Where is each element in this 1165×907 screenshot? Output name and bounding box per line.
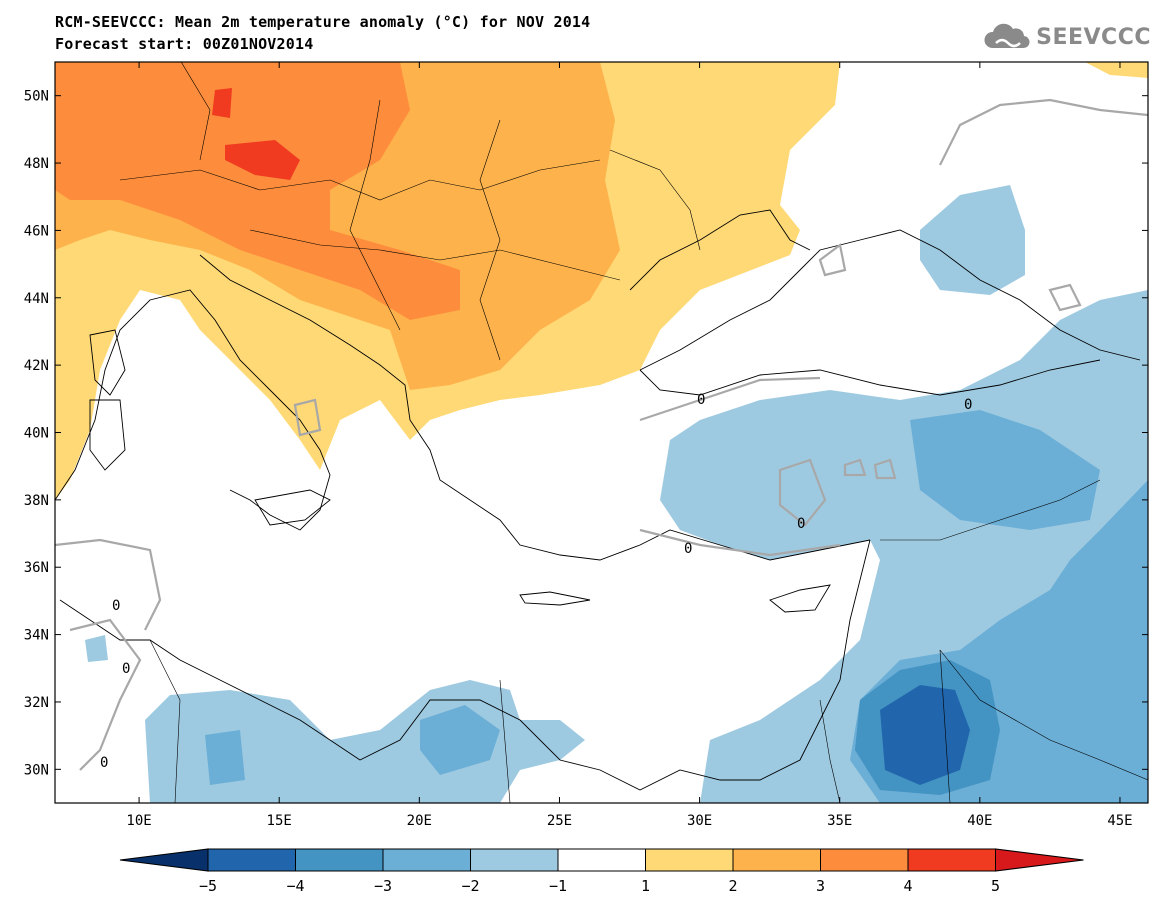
colorbar-swatch — [295, 848, 384, 872]
colorbar-swatch — [207, 848, 296, 872]
cloud-icon — [984, 23, 1030, 49]
anomaly-minus2-region-anatolia — [910, 410, 1100, 530]
colorbar-label: 4 — [903, 877, 912, 895]
map-area: 0 0 0 0 0 0 0 — [55, 62, 1148, 803]
lon-tick-label: 25E — [547, 813, 572, 829]
colorbar-left-extension — [119, 848, 209, 872]
lat-tick-label: 44N — [24, 291, 49, 307]
lon-tick-label: 15E — [267, 813, 292, 829]
anomaly-minus1-region-ne — [920, 185, 1025, 295]
colorbar-label: 2 — [728, 877, 737, 895]
map-title: RCM-SEEVCCC: Mean 2m temperature anomaly… — [55, 13, 591, 31]
colorbar-swatch — [557, 848, 646, 872]
colorbar-label: −5 — [199, 877, 217, 895]
lon-tick-label: 35E — [827, 813, 852, 829]
longitude-axis: 10E 15E 20E 25E 30E 35E 40E 45E — [126, 62, 1133, 829]
anomaly-plus4-region-2 — [212, 88, 232, 118]
colorbar-label: 1 — [641, 877, 650, 895]
latitude-axis: 50N 48N 46N 44N 42N 40N 38N 36N 34N 32N 30N — [24, 89, 1148, 778]
seevccc-logo: SEEVCCC — [982, 22, 1151, 52]
colorbar: −5 −4 −3 −2 −1 1 2 3 4 5 — [119, 848, 1084, 895]
colorbar-label: −4 — [286, 877, 304, 895]
contour-label: 0 — [100, 755, 108, 771]
contour-label: 0 — [697, 392, 705, 408]
contour-label: 0 — [684, 541, 692, 557]
colorbar-swatch — [645, 848, 734, 872]
lon-tick-label: 20E — [407, 813, 432, 829]
colorbar-label: −1 — [549, 877, 567, 895]
anomaly-minus4-region — [880, 685, 970, 785]
lat-tick-label: 40N — [24, 426, 49, 442]
lon-tick-label: 30E — [687, 813, 712, 829]
colorbar-swatch — [907, 848, 996, 872]
zero-contours — [55, 98, 1148, 771]
anomaly-plus4-region — [225, 140, 300, 180]
lon-tick-label: 45E — [1107, 813, 1132, 829]
anomaly-minus2-region-libya — [205, 705, 500, 785]
lon-tick-label: 10E — [126, 813, 151, 829]
lat-tick-label: 46N — [24, 223, 49, 239]
contour-label: 0 — [112, 598, 120, 614]
colorbar-swatch — [382, 848, 471, 872]
lat-tick-label: 34N — [24, 628, 49, 644]
logo-text: SEEVCCC — [1036, 24, 1151, 50]
contour-label: 0 — [797, 516, 805, 532]
colorbar-swatch — [820, 848, 909, 872]
country-borders — [119, 62, 1148, 803]
colorbar-swatch — [732, 848, 821, 872]
lat-tick-label: 36N — [24, 560, 49, 576]
lat-tick-label: 38N — [24, 493, 49, 509]
colorbar-swatch — [470, 848, 559, 872]
lon-tick-label: 40E — [967, 813, 992, 829]
anomaly-plus3-region — [55, 62, 460, 320]
lat-tick-label: 50N — [24, 89, 49, 105]
anomaly-plus1-region-ne — [1085, 62, 1148, 78]
colorbar-label: −3 — [374, 877, 392, 895]
lat-tick-label: 30N — [24, 762, 49, 778]
colorbar-right-extension — [995, 848, 1084, 872]
forecast-start-label: Forecast start: 00Z01NOV2014 — [55, 35, 314, 53]
contour-label: 0 — [122, 661, 130, 677]
anomaly-minus1-region-tunisia — [85, 635, 108, 662]
lat-tick-label: 32N — [24, 695, 49, 711]
contour-labels: 0 0 0 0 0 0 0 — [100, 392, 972, 771]
contour-label: 0 — [964, 397, 972, 413]
colorbar-label: −2 — [461, 877, 479, 895]
coastlines — [55, 209, 1141, 791]
colorbar-label: 5 — [991, 877, 1000, 895]
lat-tick-label: 48N — [24, 156, 49, 172]
anomaly-minus1-region-libya — [145, 680, 585, 803]
colorbar-label: 3 — [816, 877, 825, 895]
lat-tick-label: 42N — [24, 358, 49, 374]
